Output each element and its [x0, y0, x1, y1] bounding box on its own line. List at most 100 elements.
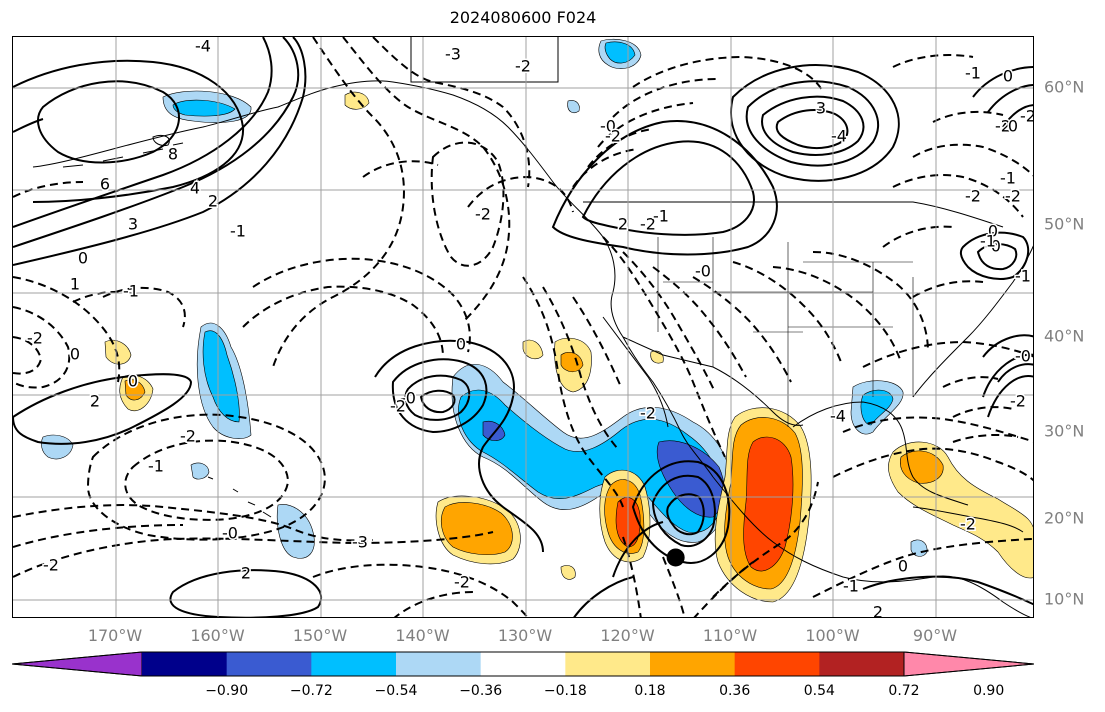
contour-line: [932, 110, 1004, 123]
contour-line: [652, 266, 747, 378]
border-us-canada: [583, 201, 1004, 228]
contour-line: [666, 493, 705, 536]
contour-label: -2: [640, 404, 656, 423]
contour-line: [13, 524, 184, 548]
shade-neg-mid: [860, 389, 894, 426]
colorbar: [12, 651, 1034, 677]
contour-label: 0: [898, 557, 908, 576]
contour-line: [761, 95, 865, 156]
colorbar-segment: [819, 652, 905, 676]
contour-label: -2: [180, 427, 196, 446]
contours-positive: [13, 37, 1033, 617]
contour-label: -3: [445, 45, 461, 64]
contour-label: 2: [873, 603, 883, 619]
hawaii-islands: [207, 476, 272, 518]
contour-line: [832, 447, 1033, 482]
contour-line: [662, 556, 686, 617]
contour-label: 8: [168, 145, 178, 164]
contour-label: -0: [1015, 347, 1031, 366]
contour-label: -1: [843, 577, 859, 596]
coastline-east: [912, 245, 1033, 398]
gridlines: [13, 37, 1033, 617]
longitude-label: 130°W: [497, 626, 553, 645]
contour-line: [732, 261, 842, 363]
contour-line: [972, 66, 1033, 128]
shade-pos-light: [104, 339, 132, 365]
contour-label: 2: [208, 192, 218, 211]
contour-line: [631, 460, 731, 564]
contour-line: [812, 251, 929, 353]
longitude-label: 110°W: [702, 626, 758, 645]
contour-label: -2: [390, 397, 406, 416]
contour-line: [612, 78, 719, 118]
contour-line: [542, 286, 619, 450]
contour-label: -2: [515, 57, 531, 76]
contour-line: [124, 439, 290, 521]
shade-neg-mid: [172, 99, 236, 117]
colorbar-segment: [734, 652, 820, 676]
latitude-label: 10°N: [1044, 589, 1085, 609]
contour-label: -2: [43, 556, 59, 575]
contour-label: 1: [70, 275, 80, 294]
map-panel: -4 -3 8 6 4 3 2 -2 -1 0 1 -2 0 -1 2 -2 0 -1 -0 -3 -2 -2 2 -0 -2 0…: [12, 36, 1034, 618]
contour-line: [102, 286, 186, 328]
contour-line: [581, 140, 755, 236]
colorbar-segment: [396, 652, 482, 676]
contour-line: [745, 80, 879, 167]
contour-line: [602, 236, 726, 458]
contour-line: [13, 181, 84, 198]
contour-line: [374, 339, 544, 553]
contour-line: [13, 276, 121, 383]
contour-label: -1: [148, 457, 164, 476]
contour-line: [959, 231, 1030, 280]
shade-pos-mid: [560, 352, 584, 373]
contour-line: [391, 358, 488, 434]
contour-label: 2: [241, 564, 251, 583]
colorbar-tick-label: 0.90: [973, 683, 1005, 699]
contour-line: [13, 59, 245, 203]
contour-line: [312, 563, 529, 617]
colorbar-extend-min: [12, 651, 143, 677]
colorbar-tick-label: 0.18: [634, 683, 666, 699]
contour-label: -2: [960, 515, 976, 534]
shading-layer: [41, 38, 1033, 603]
contour-label: -0: [985, 237, 1001, 256]
contour-label: -0: [695, 262, 711, 281]
contour-line: [419, 389, 456, 414]
contours-negative: [13, 37, 1033, 617]
contour-label: -2: [475, 205, 491, 224]
colorbar-tick-label: 0.36: [719, 683, 751, 699]
contour-line: [393, 591, 474, 617]
latitude-label: 50°N: [1044, 214, 1085, 234]
contour-line: [13, 306, 71, 389]
contour-label: -2: [605, 127, 621, 146]
contour-label: -2: [1005, 187, 1021, 206]
shade-neg-light: [567, 100, 580, 113]
contour-label: -0: [222, 524, 238, 543]
latitude-label: 30°N: [1044, 421, 1085, 441]
longitude-label: 160°W: [190, 626, 245, 645]
contour-label: 0: [988, 222, 998, 241]
coastline-uswest: [610, 291, 714, 478]
contour-label: 2: [90, 392, 100, 411]
contour-line: [37, 80, 180, 164]
contour-line: [13, 504, 374, 542]
colorbar-segment: [311, 652, 397, 676]
shade-neg-light: [276, 504, 315, 559]
contour-line: [622, 251, 716, 393]
contour-label: 0: [78, 249, 88, 268]
contour-label: -1: [965, 64, 981, 83]
colorbar-segment: [565, 652, 651, 676]
contour-line: [573, 521, 664, 617]
longitude-label: 140°W: [395, 626, 450, 645]
contour-line: [982, 334, 1033, 418]
longitude-label: 100°W: [805, 626, 860, 645]
contour-line: [572, 148, 639, 188]
contour-label: -2: [640, 215, 656, 234]
longitude-label: 120°W: [600, 626, 655, 645]
contour-label: -2: [27, 329, 43, 348]
contour-line: [13, 373, 193, 445]
contour-line: [430, 141, 505, 267]
colorbar-segment: [650, 652, 736, 676]
coastline-baja: [602, 316, 669, 428]
